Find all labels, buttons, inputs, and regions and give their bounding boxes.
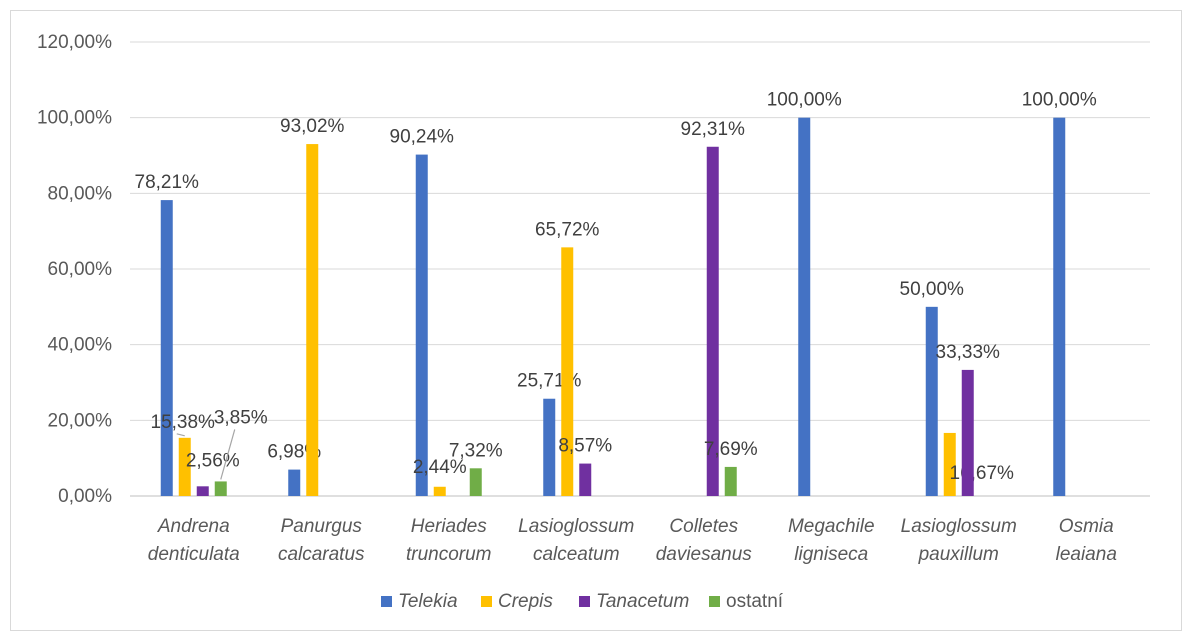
data-label: 100,00% <box>767 90 842 111</box>
bar-tanacetum <box>961 369 974 496</box>
data-label: 65,72% <box>535 219 600 240</box>
data-label: 3,85% <box>214 407 268 428</box>
x-tick-label: pauxillum <box>918 544 999 565</box>
data-label: 15,38% <box>151 412 216 433</box>
legend-swatch <box>709 596 720 607</box>
x-tick-label: calceatum <box>533 544 620 565</box>
bar-crepis <box>433 486 446 496</box>
bar-telekia <box>160 200 173 496</box>
legend-label: Tanacetum <box>596 591 689 612</box>
bar-ostatn <box>214 481 227 496</box>
data-label: 92,31% <box>681 119 746 140</box>
bar-ostatn <box>469 468 482 496</box>
data-label: 8,57% <box>558 436 612 457</box>
data-label: 7,32% <box>449 440 503 461</box>
x-tick-label: Lasioglossum <box>518 516 634 537</box>
y-tick-label: 100,00% <box>37 108 112 129</box>
legend-label: ostatní <box>726 591 784 612</box>
x-tick-label: denticulata <box>148 544 240 565</box>
data-label: 100,00% <box>1022 90 1097 111</box>
x-tick-label: ligniseca <box>794 544 868 565</box>
data-label: 90,24% <box>390 127 455 148</box>
data-label: 78,21% <box>135 172 200 193</box>
bar-telekia <box>288 469 301 496</box>
legend-swatch <box>579 596 590 607</box>
x-tick-label: Panurgus <box>281 516 363 537</box>
label-leader-line <box>220 429 236 480</box>
bar-tanacetum <box>706 146 719 496</box>
bar-tanacetum <box>579 463 592 496</box>
x-tick-label: daviesanus <box>656 544 753 565</box>
bar-telekia <box>925 306 938 496</box>
bar-telekia <box>543 398 556 496</box>
data-label: 2,44% <box>413 457 467 478</box>
legend-label: Telekia <box>398 591 458 612</box>
x-tick-label: Osmia <box>1059 516 1114 537</box>
y-tick-label: 40,00% <box>48 335 113 356</box>
bar-telekia <box>1053 117 1066 497</box>
legend-label: Crepis <box>498 591 553 612</box>
bar-tanacetum <box>196 486 209 496</box>
bar-crepis <box>178 437 191 496</box>
y-tick-label: 60,00% <box>48 259 113 280</box>
label-leader-line <box>176 433 185 437</box>
x-tick-label: Heriades <box>411 516 488 537</box>
x-tick-label: Megachile <box>788 516 875 537</box>
legend-swatch <box>481 596 492 607</box>
x-tick-label: calcaratus <box>278 544 365 565</box>
bar-crepis <box>306 144 319 496</box>
x-tick-label: Colletes <box>669 516 738 537</box>
bar-telekia <box>798 117 811 497</box>
data-label: 7,69% <box>704 439 758 460</box>
legend-swatch <box>381 596 392 607</box>
chart-frame <box>10 10 1182 631</box>
bar-ostatn <box>724 466 737 496</box>
y-tick-label: 0,00% <box>58 486 112 507</box>
bar-crepis <box>561 247 574 496</box>
y-tick-label: 80,00% <box>48 183 113 204</box>
bar-telekia <box>415 154 428 497</box>
x-tick-label: leaiana <box>1056 544 1117 565</box>
data-label: 93,02% <box>280 116 345 137</box>
data-label: 33,33% <box>936 342 1001 363</box>
x-tick-label: truncorum <box>406 544 492 565</box>
x-tick-label: Lasioglossum <box>901 516 1017 537</box>
data-label: 16,67% <box>950 463 1015 484</box>
x-tick-label: Andrena <box>157 516 230 537</box>
y-tick-label: 120,00% <box>37 32 112 53</box>
data-label: 2,56% <box>186 450 240 471</box>
y-tick-label: 20,00% <box>48 410 113 431</box>
data-label: 50,00% <box>900 279 965 300</box>
bar-crepis <box>943 432 956 496</box>
